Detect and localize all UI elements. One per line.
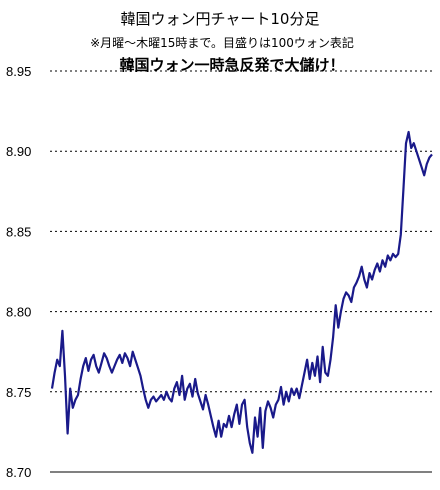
y-tick-label: 8.80 [6, 305, 31, 320]
y-tick-label: 8.85 [6, 224, 31, 239]
chart-annotation: 韓国ウォン一時急反発で大儲け！ [119, 56, 344, 74]
y-tick-label: 8.90 [6, 144, 31, 159]
y-tick-label: 8.95 [6, 64, 31, 79]
y-tick-label: 8.75 [6, 385, 31, 400]
chart-subtitle: ※月曜～木曜15時まで。目盛りは100ウォン表記 [90, 35, 354, 50]
y-axis-tick-labels: 8.95 8.90 8.85 8.80 8.75 8.70 [6, 64, 31, 480]
chart-title: 韓国ウォン円チャート10分足 [121, 10, 320, 28]
series-line [50, 130, 433, 454]
y-tick-label: 8.70 [6, 465, 31, 480]
grid-lines [50, 70, 432, 393]
